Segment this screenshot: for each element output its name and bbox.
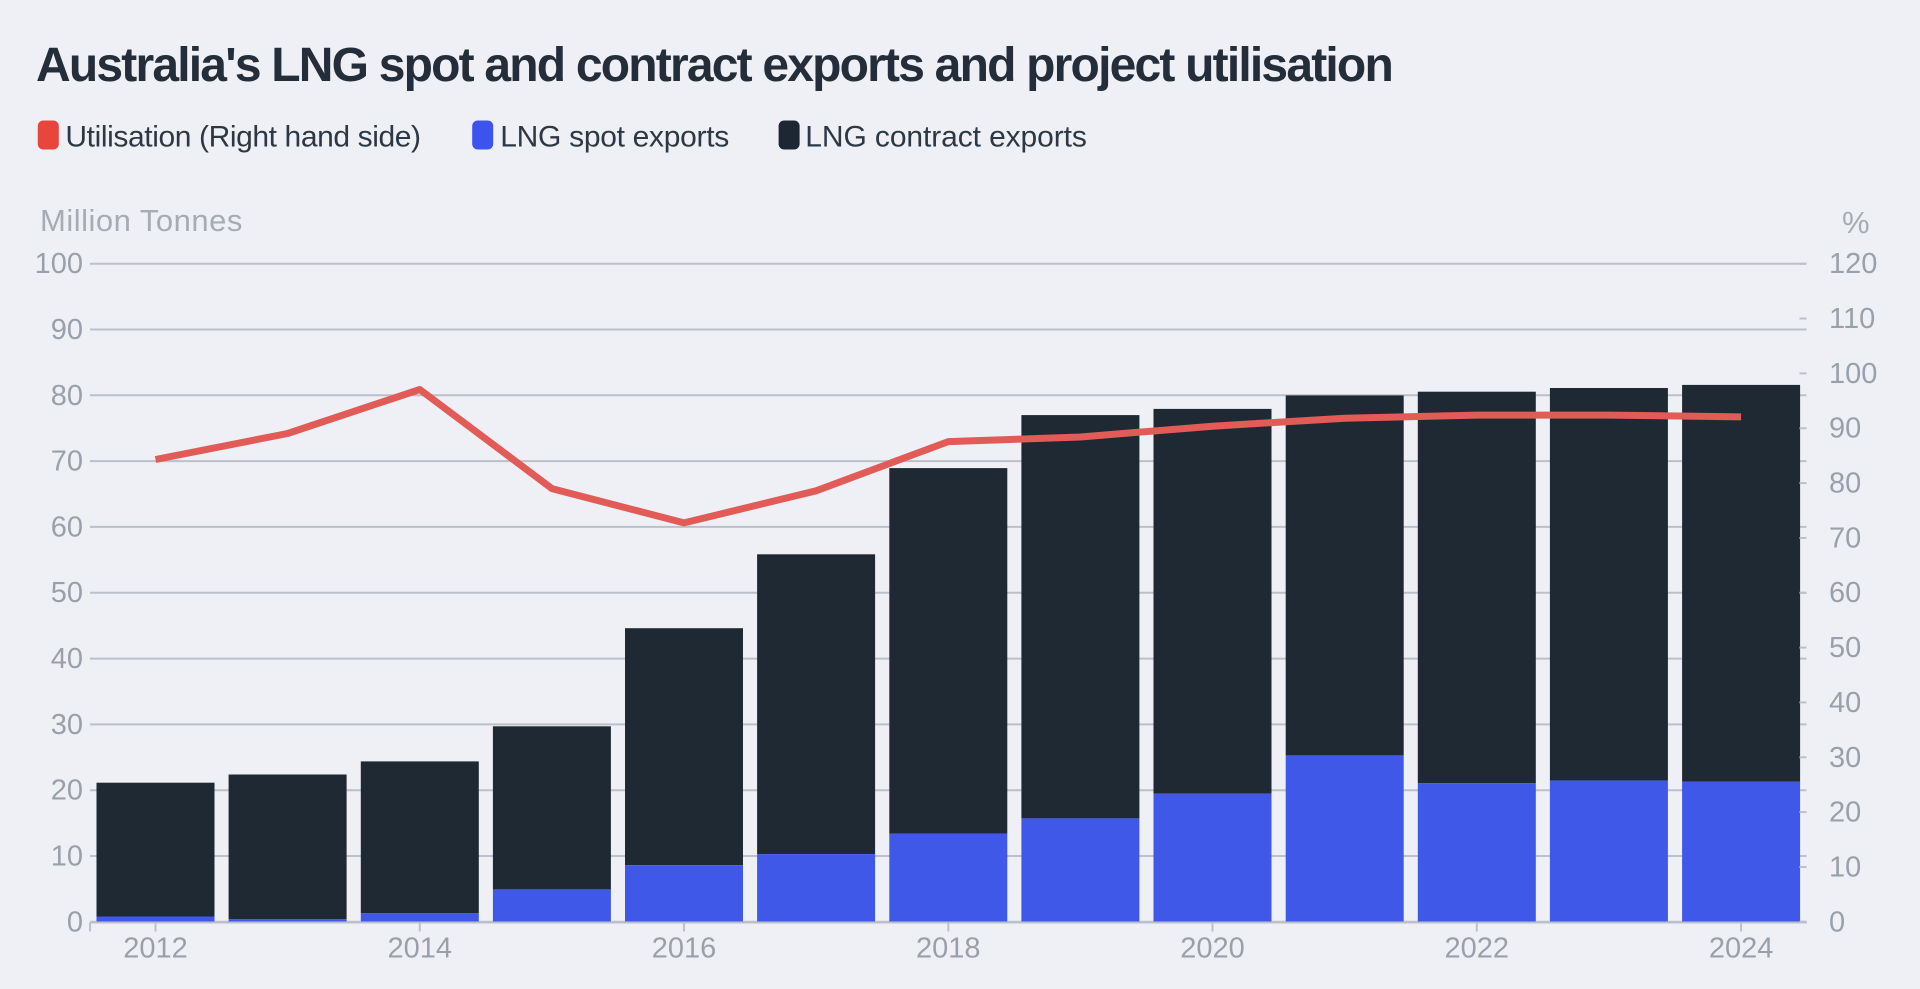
svg-text:2020: 2020	[1180, 933, 1245, 965]
svg-text:10: 10	[1829, 852, 1861, 884]
svg-text:0: 0	[1829, 906, 1845, 938]
svg-text:40: 40	[51, 643, 83, 675]
svg-text:30: 30	[51, 709, 83, 741]
svg-text:60: 60	[1829, 577, 1861, 609]
svg-text:80: 80	[1829, 468, 1861, 500]
svg-text:LNG spot exports: LNG spot exports	[500, 121, 729, 154]
svg-text:Million Tonnes: Million Tonnes	[40, 203, 243, 238]
svg-text:70: 70	[1829, 522, 1861, 554]
svg-text:2016: 2016	[652, 933, 717, 965]
svg-text:2018: 2018	[916, 933, 981, 965]
svg-text:90: 90	[51, 314, 83, 346]
svg-text:80: 80	[51, 380, 83, 412]
svg-text:LNG contract exports: LNG contract exports	[805, 121, 1086, 154]
svg-text:20: 20	[1829, 797, 1861, 829]
svg-text:Utilisation (Right hand side): Utilisation (Right hand side)	[65, 121, 420, 154]
svg-text:100: 100	[1829, 358, 1877, 390]
svg-text:40: 40	[1829, 687, 1861, 719]
svg-text:Australia's LNG spot and contr: Australia's LNG spot and contract export…	[36, 39, 1392, 92]
svg-text:20: 20	[51, 775, 83, 807]
svg-text:50: 50	[51, 577, 83, 609]
svg-text:2014: 2014	[388, 933, 453, 965]
svg-text:100: 100	[35, 248, 83, 280]
svg-text:30: 30	[1829, 742, 1861, 774]
svg-text:%: %	[1842, 205, 1870, 240]
svg-text:2012: 2012	[123, 933, 188, 965]
svg-text:2022: 2022	[1445, 933, 1510, 965]
svg-text:120: 120	[1829, 248, 1877, 280]
svg-text:0: 0	[67, 906, 83, 938]
svg-text:10: 10	[51, 841, 83, 873]
svg-text:70: 70	[51, 446, 83, 478]
svg-text:2024: 2024	[1709, 933, 1774, 965]
svg-text:60: 60	[51, 511, 83, 543]
svg-text:90: 90	[1829, 413, 1861, 445]
svg-text:110: 110	[1829, 303, 1875, 335]
svg-text:50: 50	[1829, 632, 1861, 664]
